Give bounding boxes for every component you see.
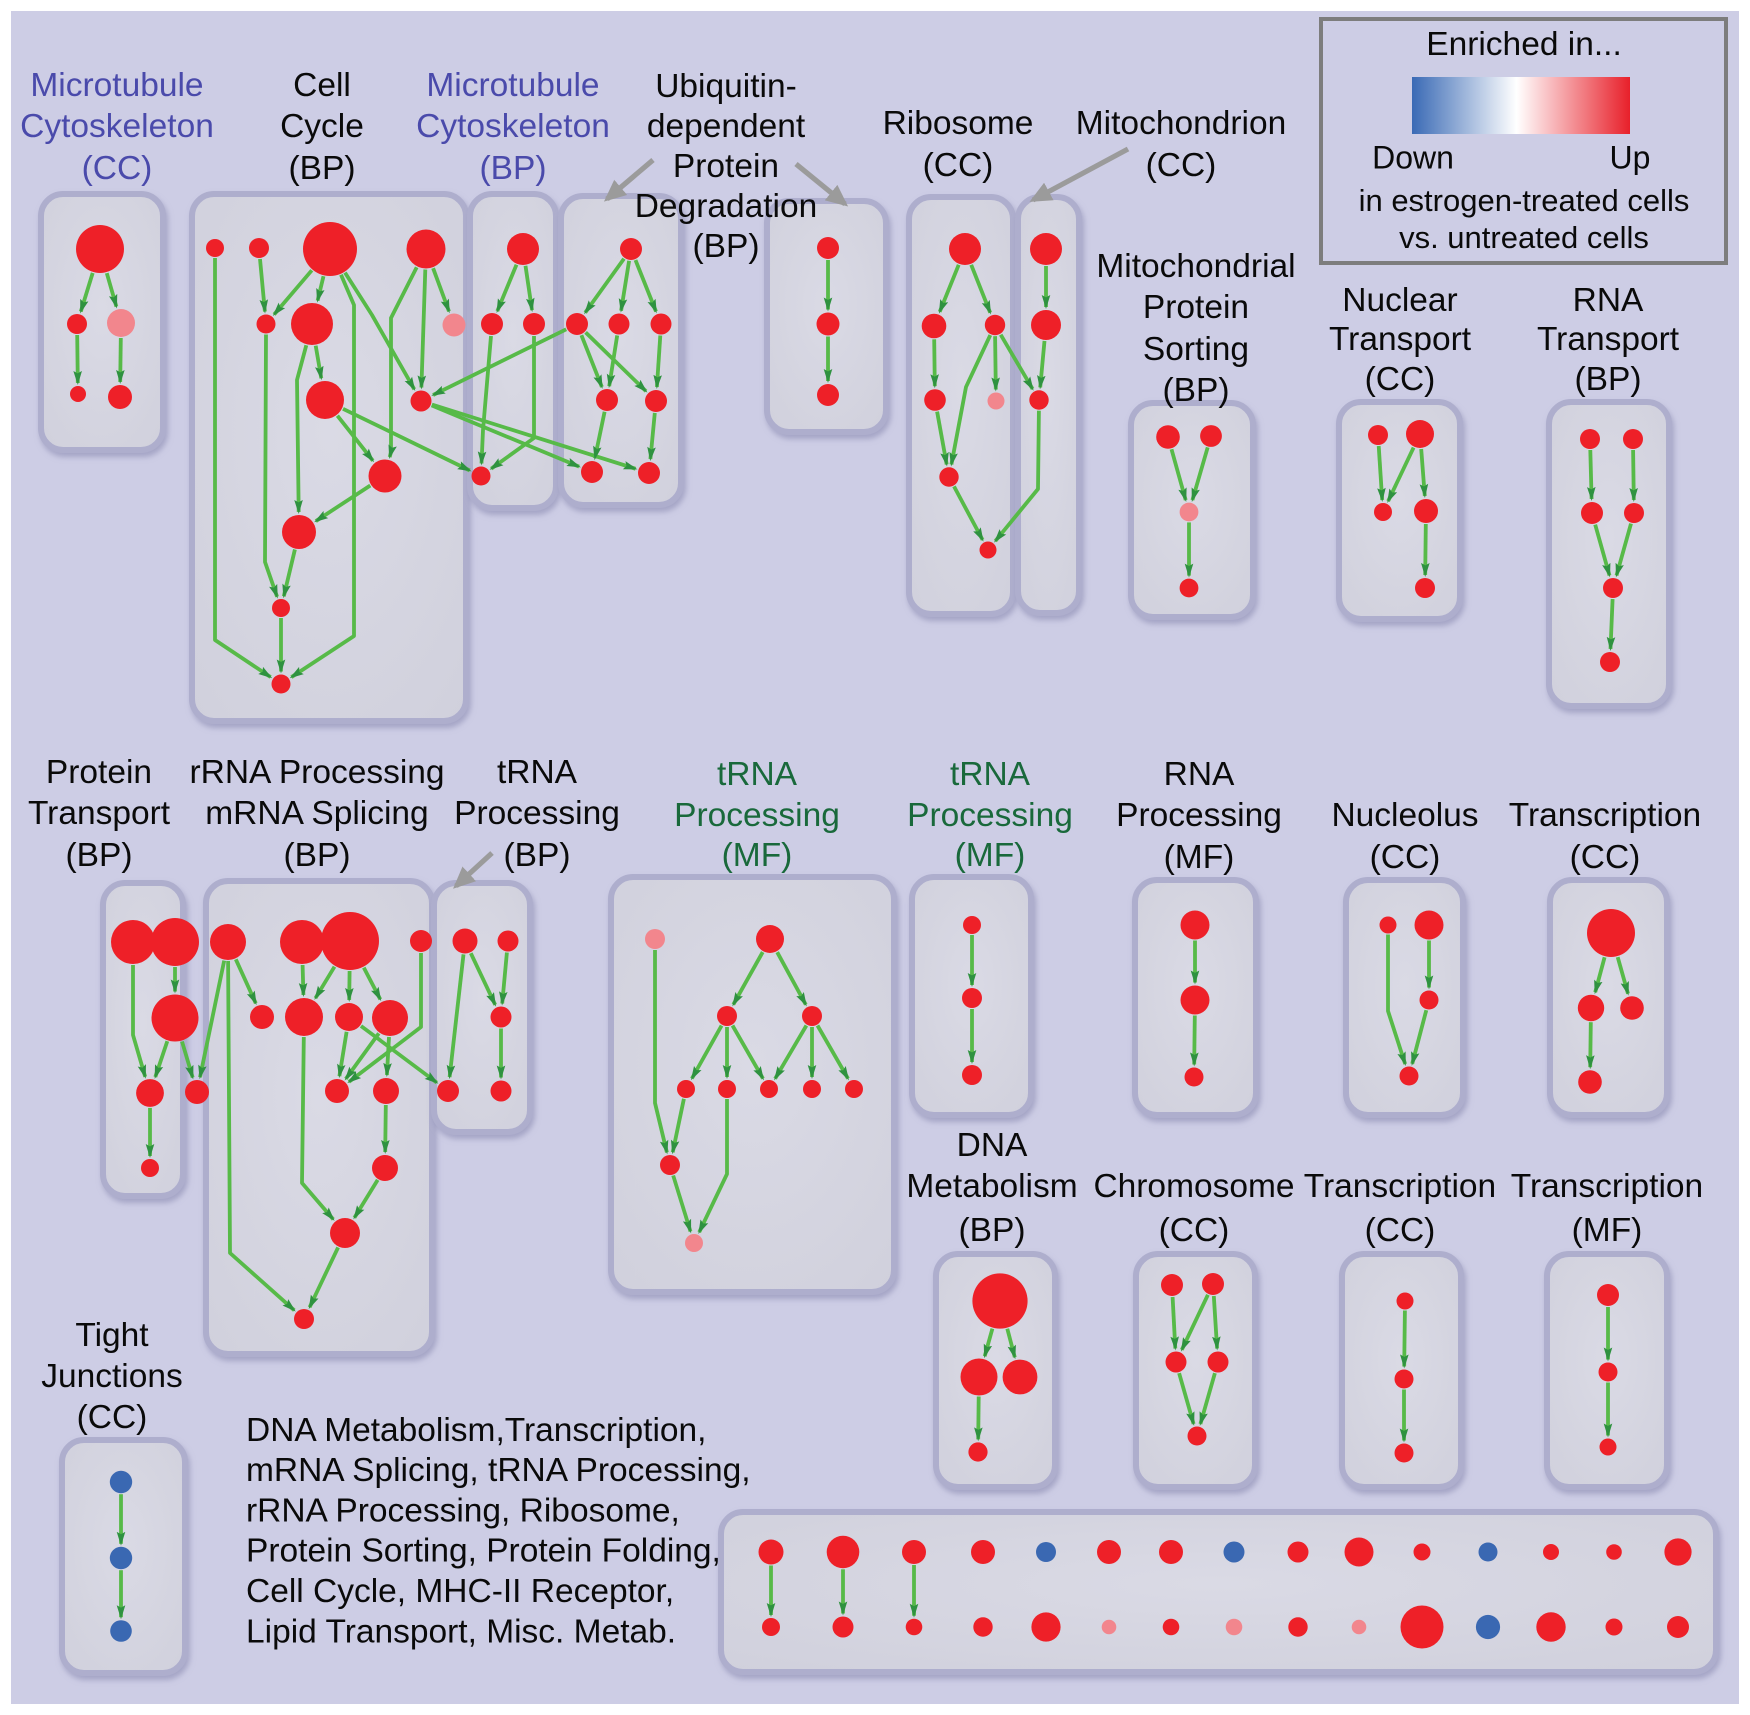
svg-text:Cycle: Cycle (280, 108, 364, 145)
svg-text:Microtubule: Microtubule (426, 67, 599, 104)
svg-text:Transport: Transport (1329, 321, 1472, 358)
svg-text:Microtubule: Microtubule (30, 67, 203, 104)
svg-text:Mitochondrial: Mitochondrial (1096, 248, 1295, 285)
svg-text:in estrogen-treated cells: in estrogen-treated cells (1359, 183, 1690, 218)
svg-text:(BP): (BP) (1163, 372, 1230, 409)
svg-text:Transcription: Transcription (1509, 797, 1701, 834)
svg-text:Lipid Transport, Misc. Metab.: Lipid Transport, Misc. Metab. (246, 1613, 676, 1650)
svg-text:Processing: Processing (907, 797, 1073, 834)
svg-text:mRNA Splicing: mRNA Splicing (205, 795, 428, 832)
svg-text:(BP): (BP) (66, 837, 133, 874)
svg-text:(CC): (CC) (77, 1399, 148, 1436)
svg-text:tRNA: tRNA (497, 754, 578, 791)
svg-text:Protein Sorting, Protein Foldi: Protein Sorting, Protein Folding, (246, 1533, 721, 1570)
svg-text:Cell: Cell (293, 67, 351, 104)
svg-text:(BP): (BP) (693, 228, 760, 265)
svg-text:rRNA Processing: rRNA Processing (189, 754, 444, 791)
svg-text:(BP): (BP) (289, 150, 356, 187)
svg-text:Sorting: Sorting (1143, 331, 1249, 368)
svg-text:(CC): (CC) (1365, 1212, 1436, 1249)
svg-text:rRNA Processing, Ribosome,: rRNA Processing, Ribosome, (246, 1492, 680, 1529)
svg-text:Nucleolus: Nucleolus (1331, 797, 1478, 834)
svg-text:Transport: Transport (28, 795, 171, 832)
svg-text:Transcription: Transcription (1511, 1168, 1703, 1205)
svg-text:RNA: RNA (1573, 282, 1644, 319)
svg-text:(CC): (CC) (1146, 147, 1217, 184)
svg-text:Protein: Protein (46, 754, 152, 791)
svg-text:(BP): (BP) (504, 837, 571, 874)
svg-text:Processing: Processing (674, 797, 840, 834)
svg-text:(BP): (BP) (959, 1212, 1026, 1249)
svg-text:(MF): (MF) (1572, 1212, 1643, 1249)
svg-text:(CC): (CC) (1370, 839, 1441, 876)
svg-text:Processing: Processing (1116, 797, 1282, 834)
svg-text:vs. untreated cells: vs. untreated cells (1399, 220, 1649, 255)
svg-text:mRNA Splicing, tRNA Processing: mRNA Splicing, tRNA Processing, (246, 1452, 751, 1489)
svg-text:Enriched in...: Enriched in... (1426, 26, 1622, 63)
svg-text:Up: Up (1610, 139, 1651, 175)
svg-text:Junctions: Junctions (41, 1358, 183, 1395)
svg-text:(CC): (CC) (1570, 839, 1641, 876)
svg-text:Transport: Transport (1537, 321, 1680, 358)
svg-text:DNA Metabolism,Transcription,: DNA Metabolism,Transcription, (246, 1412, 706, 1449)
svg-text:Chromosome: Chromosome (1093, 1168, 1294, 1205)
svg-text:(MF): (MF) (955, 837, 1026, 874)
svg-text:(MF): (MF) (1164, 839, 1235, 876)
svg-text:Degradation: Degradation (635, 188, 818, 225)
svg-text:(CC): (CC) (82, 150, 153, 187)
svg-text:Protein: Protein (1143, 289, 1249, 326)
svg-text:Ribosome: Ribosome (883, 105, 1034, 142)
svg-text:tRNA: tRNA (717, 756, 798, 793)
svg-text:(BP): (BP) (1575, 361, 1642, 398)
svg-text:Tight: Tight (75, 1317, 149, 1354)
svg-text:(MF): (MF) (722, 837, 793, 874)
svg-text:Cytoskeleton: Cytoskeleton (20, 108, 214, 145)
svg-text:(BP): (BP) (480, 150, 547, 187)
svg-text:Down: Down (1372, 139, 1454, 175)
svg-text:dependent: dependent (647, 108, 806, 145)
svg-text:Cell Cycle, MHC-II Receptor,: Cell Cycle, MHC-II Receptor, (246, 1573, 674, 1610)
svg-text:Cytoskeleton: Cytoskeleton (416, 108, 610, 145)
svg-text:Nuclear: Nuclear (1342, 282, 1457, 319)
svg-text:Mitochondrion: Mitochondrion (1076, 105, 1286, 142)
svg-text:(CC): (CC) (1159, 1212, 1230, 1249)
svg-text:Ubiquitin-: Ubiquitin- (655, 68, 797, 105)
svg-text:Protein: Protein (673, 148, 779, 185)
svg-text:RNA: RNA (1164, 756, 1235, 793)
svg-text:tRNA: tRNA (950, 756, 1031, 793)
svg-text:DNA: DNA (957, 1127, 1028, 1164)
svg-text:(CC): (CC) (1365, 361, 1436, 398)
svg-text:Metabolism: Metabolism (906, 1168, 1077, 1205)
svg-text:(CC): (CC) (923, 147, 994, 184)
svg-text:Processing: Processing (454, 795, 620, 832)
svg-text:(BP): (BP) (284, 837, 351, 874)
svg-text:Transcription: Transcription (1304, 1168, 1496, 1205)
